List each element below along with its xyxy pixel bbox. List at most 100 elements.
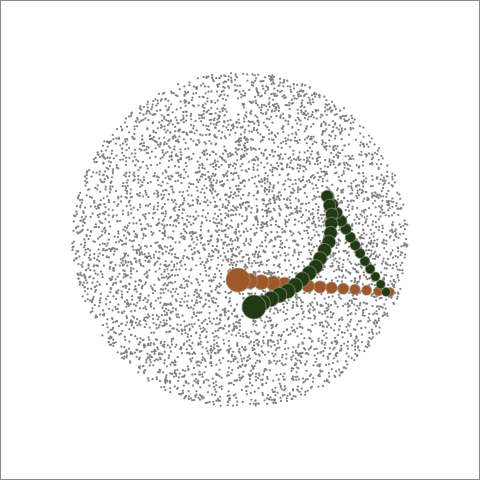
dot bbox=[111, 209, 114, 212]
dot bbox=[331, 313, 334, 316]
dot bbox=[108, 247, 111, 250]
dot bbox=[374, 221, 377, 224]
dot bbox=[296, 83, 299, 86]
dot bbox=[152, 212, 155, 215]
dot bbox=[183, 286, 186, 289]
dot bbox=[314, 223, 317, 226]
dot bbox=[287, 172, 290, 175]
dot bbox=[218, 155, 222, 158]
dot bbox=[185, 156, 188, 159]
dot bbox=[315, 160, 318, 163]
dot bbox=[321, 177, 324, 180]
dot bbox=[286, 104, 289, 107]
dot bbox=[148, 259, 151, 262]
dot bbox=[209, 356, 212, 359]
dot bbox=[138, 297, 142, 300]
dot bbox=[296, 191, 299, 194]
dot bbox=[228, 263, 231, 266]
dot bbox=[167, 119, 170, 123]
dot bbox=[321, 230, 324, 233]
dot bbox=[109, 181, 112, 184]
dot bbox=[364, 275, 368, 278]
dot bbox=[117, 203, 120, 206]
dot bbox=[263, 353, 266, 356]
dot bbox=[180, 119, 183, 122]
dot bbox=[179, 348, 182, 351]
dot bbox=[360, 340, 364, 344]
dot bbox=[300, 304, 303, 307]
dot bbox=[285, 269, 288, 272]
dot bbox=[360, 236, 364, 240]
dot bbox=[261, 245, 264, 248]
dot bbox=[400, 245, 403, 248]
dot bbox=[324, 103, 327, 106]
dot bbox=[153, 174, 156, 177]
dot bbox=[345, 360, 348, 363]
dot bbox=[229, 163, 232, 166]
dot bbox=[254, 321, 257, 324]
dot bbox=[103, 180, 106, 183]
dot bbox=[381, 157, 384, 160]
dot bbox=[129, 351, 132, 354]
dot bbox=[304, 184, 307, 187]
dot bbox=[381, 227, 384, 230]
dot bbox=[163, 125, 166, 128]
dot bbox=[158, 267, 161, 270]
dot bbox=[227, 128, 230, 131]
dot bbox=[396, 295, 399, 298]
dot bbox=[180, 297, 183, 300]
dot bbox=[129, 204, 132, 207]
dot bbox=[383, 303, 386, 306]
dot bbox=[109, 291, 112, 294]
dot bbox=[237, 223, 240, 226]
dot bbox=[139, 179, 142, 182]
dot bbox=[91, 307, 94, 310]
dot bbox=[85, 177, 88, 180]
dot bbox=[266, 180, 269, 183]
dot bbox=[296, 335, 299, 338]
dot bbox=[370, 192, 374, 195]
dot bbox=[377, 158, 380, 161]
dot bbox=[185, 131, 188, 134]
dot bbox=[313, 348, 316, 351]
dot bbox=[306, 219, 309, 222]
dot bbox=[307, 243, 311, 246]
dot bbox=[174, 116, 177, 119]
dot bbox=[187, 147, 190, 150]
dot bbox=[194, 218, 197, 221]
dot bbox=[211, 254, 214, 258]
dot bbox=[239, 126, 242, 129]
dot bbox=[87, 247, 90, 251]
dot bbox=[179, 151, 182, 154]
dot bbox=[244, 348, 247, 351]
dot bbox=[164, 313, 167, 316]
dot bbox=[253, 330, 256, 333]
dot bbox=[259, 244, 262, 247]
dot bbox=[246, 356, 249, 359]
dot bbox=[120, 345, 123, 348]
dot bbox=[83, 221, 86, 225]
dot bbox=[272, 263, 276, 267]
dot bbox=[89, 311, 92, 314]
dot bbox=[146, 128, 149, 131]
dot bbox=[159, 263, 162, 266]
dot bbox=[145, 112, 148, 115]
dot bbox=[257, 377, 260, 380]
dot bbox=[341, 129, 344, 132]
dot bbox=[220, 74, 223, 78]
dot bbox=[274, 353, 277, 356]
dot bbox=[85, 174, 88, 177]
dot bbox=[145, 148, 148, 151]
dot bbox=[210, 322, 214, 325]
dot bbox=[281, 228, 284, 231]
dot bbox=[173, 145, 176, 148]
dot bbox=[294, 240, 297, 243]
dot bbox=[107, 214, 110, 217]
dot bbox=[158, 229, 161, 232]
dot bbox=[200, 322, 203, 325]
dot bbox=[202, 381, 205, 384]
dot bbox=[146, 344, 150, 347]
dot bbox=[270, 239, 273, 242]
dot bbox=[240, 250, 243, 253]
